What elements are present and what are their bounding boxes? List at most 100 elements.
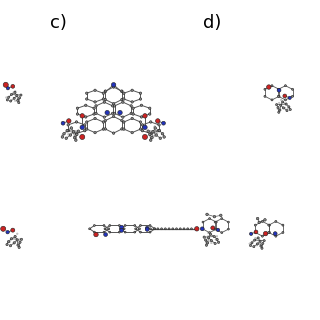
Circle shape (7, 241, 10, 243)
Circle shape (113, 105, 116, 107)
Circle shape (104, 119, 107, 122)
Circle shape (161, 132, 163, 134)
Circle shape (211, 242, 212, 244)
Circle shape (282, 224, 284, 226)
Circle shape (1, 226, 6, 231)
Circle shape (282, 107, 284, 109)
Circle shape (75, 139, 77, 141)
Circle shape (131, 101, 133, 103)
Circle shape (179, 228, 181, 230)
Circle shape (154, 228, 156, 230)
Circle shape (6, 99, 8, 101)
Circle shape (66, 131, 68, 132)
Circle shape (207, 236, 210, 239)
Circle shape (204, 239, 207, 241)
Circle shape (158, 130, 160, 132)
Circle shape (20, 238, 23, 241)
Circle shape (148, 113, 151, 115)
Circle shape (11, 228, 15, 232)
Circle shape (84, 130, 86, 132)
Circle shape (278, 88, 280, 90)
Circle shape (16, 94, 18, 97)
Circle shape (121, 119, 123, 122)
Circle shape (154, 127, 156, 129)
Circle shape (254, 230, 258, 234)
Circle shape (257, 237, 259, 239)
Circle shape (143, 125, 147, 130)
Circle shape (216, 238, 218, 241)
Circle shape (156, 119, 160, 123)
Circle shape (19, 97, 21, 99)
Circle shape (95, 105, 97, 107)
Circle shape (17, 100, 19, 101)
Circle shape (121, 128, 123, 130)
Circle shape (213, 215, 216, 218)
Circle shape (150, 135, 152, 137)
Circle shape (16, 239, 18, 241)
Circle shape (285, 103, 287, 105)
Circle shape (214, 228, 216, 230)
Circle shape (287, 108, 289, 109)
Circle shape (288, 96, 291, 100)
Circle shape (153, 228, 155, 230)
Circle shape (279, 109, 281, 111)
Circle shape (256, 243, 259, 245)
Circle shape (211, 226, 215, 230)
Circle shape (263, 231, 268, 236)
Circle shape (282, 101, 284, 103)
Circle shape (183, 228, 185, 230)
Circle shape (73, 136, 76, 139)
Circle shape (16, 233, 18, 235)
Circle shape (104, 128, 107, 130)
Circle shape (104, 98, 107, 101)
Circle shape (284, 99, 286, 101)
Circle shape (284, 107, 286, 108)
Circle shape (67, 119, 71, 123)
Circle shape (216, 228, 220, 232)
Circle shape (13, 92, 14, 93)
Circle shape (131, 89, 133, 92)
Circle shape (261, 235, 263, 237)
Circle shape (111, 105, 114, 107)
Circle shape (209, 232, 211, 234)
Circle shape (9, 241, 11, 243)
Circle shape (213, 236, 215, 238)
Circle shape (94, 89, 96, 92)
Circle shape (109, 225, 111, 227)
Circle shape (131, 117, 133, 120)
Circle shape (112, 115, 115, 118)
Circle shape (85, 98, 88, 100)
Circle shape (112, 86, 115, 88)
Circle shape (122, 116, 124, 118)
Circle shape (134, 225, 136, 227)
Circle shape (143, 114, 147, 118)
Circle shape (278, 111, 280, 113)
Circle shape (13, 243, 15, 244)
Circle shape (104, 90, 107, 92)
Circle shape (111, 112, 114, 115)
Circle shape (162, 121, 165, 125)
Circle shape (103, 225, 105, 227)
Circle shape (8, 96, 10, 98)
Circle shape (207, 236, 209, 237)
Circle shape (70, 130, 72, 132)
Circle shape (155, 134, 157, 136)
Circle shape (255, 237, 256, 239)
Circle shape (149, 231, 151, 233)
Circle shape (289, 108, 291, 111)
Circle shape (63, 132, 65, 135)
Circle shape (151, 136, 153, 139)
Circle shape (250, 244, 252, 247)
Circle shape (80, 114, 84, 118)
Circle shape (277, 88, 281, 92)
Circle shape (250, 232, 253, 236)
Circle shape (14, 235, 16, 238)
Circle shape (18, 246, 20, 249)
Circle shape (17, 244, 19, 246)
Circle shape (121, 98, 123, 101)
Circle shape (210, 239, 212, 242)
Circle shape (284, 85, 286, 87)
Circle shape (202, 221, 204, 223)
Circle shape (277, 88, 279, 90)
Circle shape (154, 126, 156, 128)
